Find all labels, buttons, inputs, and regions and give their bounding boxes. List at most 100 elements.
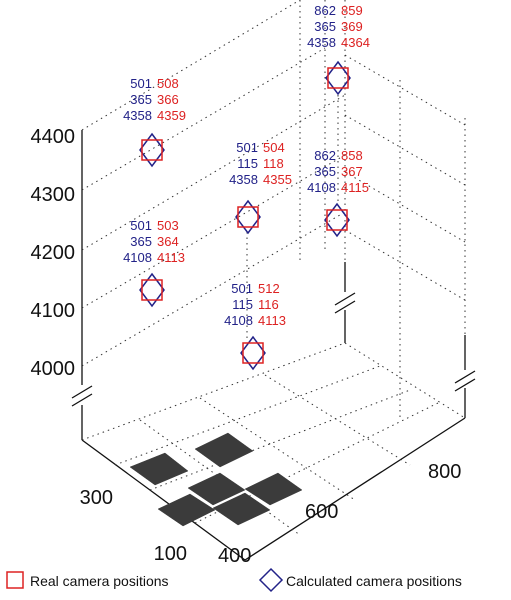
grid-line (81, 0, 301, 131)
real-position-square (326, 209, 348, 231)
checker-tile (157, 493, 216, 527)
real-coordinate-label: 4113 (258, 313, 286, 328)
y-tick-label: 600 (305, 501, 338, 523)
real-coordinate-label: 4359 (157, 108, 186, 123)
legend: Real camera positions Calculated camera … (6, 567, 462, 593)
calculated-position-diamond (139, 132, 165, 168)
z-tick-label: 4200 (31, 242, 76, 264)
calculated-coordinate-label: 4108 (123, 250, 152, 265)
grid-line (344, 229, 466, 301)
axis-breaks (71, 292, 476, 407)
real-coordinate-label: 364 (157, 234, 179, 249)
real-coordinate-label: 4355 (263, 172, 292, 187)
grid-line (81, 342, 346, 441)
grid-line (149, 389, 411, 491)
axes-frame (81, 130, 466, 561)
z-tick-labels: 4400 4300 4200 4100 4000 (31, 126, 76, 380)
axis-break-mark (454, 370, 476, 384)
legend-label-calculated: Calculated camera positions (286, 573, 462, 589)
y-tick-label: 800 (428, 461, 461, 483)
calculated-position-diamond (240, 335, 266, 371)
grid-line (199, 397, 356, 501)
real-coordinate-label: 512 (258, 281, 280, 296)
z-tick-label: 4100 (31, 300, 76, 322)
z-tick-label: 4300 (31, 184, 76, 206)
axis-break-mark (334, 300, 356, 314)
camera-point: 862 858 365 367 4108 4115 (307, 148, 369, 238)
real-coordinate-label: 4115 (341, 180, 369, 195)
grid-line (264, 374, 411, 466)
drop-lines (246, 95, 339, 340)
calculated-coordinate-label: 365 (314, 164, 336, 179)
real-coordinate-label: 367 (341, 164, 363, 179)
real-coordinate-label: 4364 (341, 35, 370, 50)
checkerboard (129, 432, 303, 527)
grid-line (81, 94, 346, 251)
z-tick-label: 4000 (31, 358, 76, 380)
camera-point: 862 859 365 369 4358 4364 (307, 3, 370, 96)
grid-line (344, 114, 466, 186)
calculated-coordinate-label: 365 (130, 92, 152, 107)
calculated-coordinate-label: 501 (236, 140, 258, 155)
calculated-position-diamond (325, 60, 351, 96)
camera-point: 501 503 365 364 4108 4113 (123, 218, 185, 308)
axis-break-mark (334, 292, 356, 306)
calculated-coordinate-label: 115 (237, 156, 258, 171)
x-tick-labels: 300 100 (80, 487, 187, 565)
camera-point: 501 512 115 116 4108 4113 (224, 281, 286, 371)
real-coordinate-label: 503 (157, 218, 179, 233)
legend-diamond-marker (258, 567, 284, 593)
grid-line (344, 342, 466, 419)
calculated-coordinate-label: 501 (130, 218, 152, 233)
axis-break-mark (71, 385, 93, 399)
real-position-square (141, 279, 163, 301)
x-tick-label: 300 (80, 487, 113, 509)
real-position-square (237, 206, 259, 228)
calculated-position-diamond (324, 202, 350, 238)
real-coordinate-label: 508 (157, 76, 179, 91)
calculated-coordinate-label: 862 (314, 148, 336, 163)
grid-line (344, 171, 466, 243)
calculated-coordinate-label: 4358 (307, 35, 336, 50)
calculated-coordinate-label: 4108 (224, 313, 253, 328)
real-coordinate-label: 858 (341, 148, 363, 163)
checker-tile (187, 472, 246, 506)
grid-line (81, 47, 326, 191)
real-position-square (141, 139, 163, 161)
calculated-coordinate-label: 115 (232, 297, 253, 312)
camera-point: 501 508 365 366 4358 4359 (123, 76, 186, 168)
checker-tile (129, 452, 189, 486)
calculated-coordinate-label: 4358 (123, 108, 152, 123)
real-position-square (327, 67, 349, 89)
real-coordinate-label: 118 (263, 156, 284, 171)
calculated-coordinate-label: 365 (314, 19, 336, 34)
real-coordinate-label: 4113 (157, 250, 185, 265)
camera-points: 862 859 365 369 4358 4364 501 508 365 366 4358 4359… (123, 3, 370, 371)
real-coordinate-label: 366 (157, 92, 179, 107)
grid-lines (81, 0, 466, 536)
y-axis-line (244, 417, 466, 561)
real-coordinate-label: 369 (341, 19, 363, 34)
y-tick-label: 400 (218, 545, 251, 567)
checker-tile (244, 472, 303, 506)
checker-tile (194, 432, 254, 468)
legend-square-marker (6, 571, 24, 589)
real-position-square (242, 342, 264, 364)
grid-line (344, 54, 466, 126)
axis-break-mark (71, 393, 93, 407)
calculated-position-diamond (235, 199, 261, 235)
grid-line (81, 211, 346, 367)
legend-label-real: Real camera positions (30, 573, 169, 589)
checker-tile (212, 492, 271, 526)
x-axis-line (81, 439, 246, 561)
grid-line (81, 154, 346, 309)
calculated-coordinate-label: 365 (130, 234, 152, 249)
x-tick-label: 100 (154, 543, 187, 565)
y-tick-labels: 400 600 800 (218, 461, 461, 567)
calculated-coordinate-label: 501 (231, 281, 253, 296)
camera-point: 501 504 115 118 4358 4355 (229, 140, 292, 235)
calculated-coordinate-label: 4108 (307, 180, 336, 195)
z-tick-label: 4400 (31, 126, 76, 148)
real-coordinate-label: 116 (258, 297, 279, 312)
